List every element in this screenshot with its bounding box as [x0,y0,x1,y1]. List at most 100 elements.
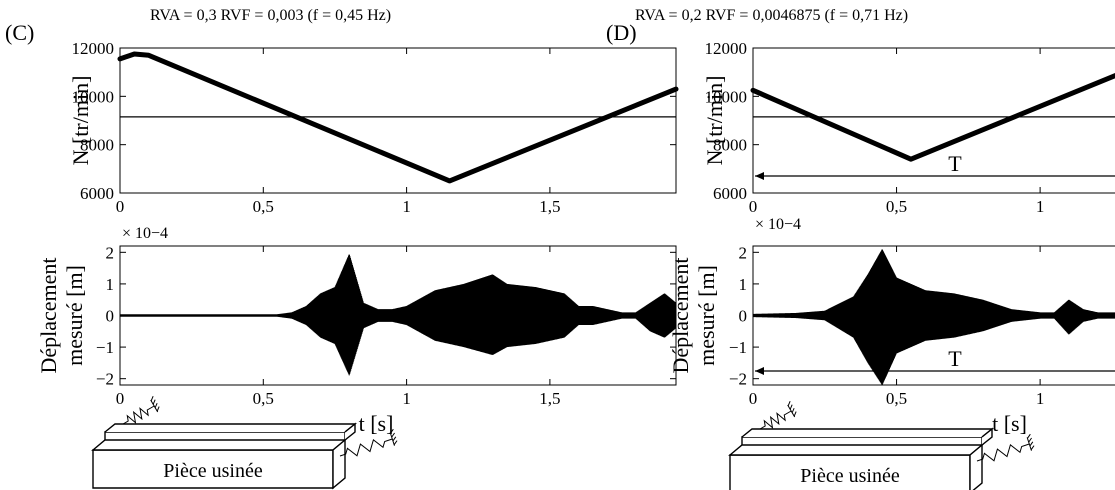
y-tick-label: 12000 [705,39,748,58]
y-tick-label: −1 [96,338,114,357]
y-axis-label: N [tr/min] [702,76,727,166]
spring-hatch [154,402,158,408]
y-tick-label: 2 [106,243,115,262]
y-tick-label: 10000 [72,87,115,106]
workpiece-top [91,439,347,451]
x-tick-label: 1 [402,389,411,408]
y-tick-label: −2 [729,370,747,389]
spring-hatch [1028,437,1032,443]
spring-hatch [789,404,793,410]
chart-title: RVA = 0,3 RVF = 0,003 (f = 0,45 Hz) [150,7,391,24]
y-axis-label: Déplacementmesuré [m] [36,257,87,373]
period-label: T [948,151,962,176]
spring-ground [1026,437,1032,451]
workpiece-label: Pièce usinée [163,460,263,482]
spindle-speed-line [750,72,1115,162]
workpiece-layer [104,431,346,440]
y-tick-label: 1 [739,275,748,294]
spring-hatch [791,407,795,413]
y-tick-label: 0 [106,307,115,326]
period-arrow-head [755,367,764,375]
y-tick-label: −1 [729,338,747,357]
spring-ground [389,432,395,446]
y-tick-label: 0 [739,307,748,326]
workpiece-layer-top [741,428,994,438]
plot-frame [119,47,677,194]
spring-coil [122,405,155,425]
workpiece-schematic: Pièce usinée [91,396,398,490]
x-tick-label: 1 [402,197,411,216]
spring-ground [150,399,159,413]
y-tick-label: 2 [739,243,748,262]
top-plot: 6000 8000 10000 12000 0 0,5 1 1,5 N [tr/min] [68,39,679,216]
y-tick-label: 6000 [80,184,114,203]
x-tick-label: 0 [116,389,125,408]
spring-hatch [393,440,398,445]
x-tick-label: 1,5 [539,389,560,408]
y-tick-label: 10000 [705,87,748,106]
spring-hatch [156,406,160,412]
spring-tool [122,396,160,425]
x-tick-label: 0,5 [253,197,274,216]
workpiece-label: Pièce usinée [800,465,900,487]
x-tick-label: 1,5 [539,197,560,216]
y-tick-label: 8000 [80,136,114,155]
period-arrow-head [755,172,764,180]
chart-c: (C) RVA = 0,3 RVF = 0,003 (f = 0,45 Hz) 60… [5,7,679,490]
spring-hatch [787,401,791,407]
y-tick-label: −2 [96,370,114,389]
plot-frame [752,47,1115,194]
bottom-plot: −2 −1 0 1 2 0 0,5 1 1,5 × 10−4 t [s] Déplacementmes… [36,225,677,436]
spring-hatch [152,399,156,405]
spring-support [976,433,1035,462]
spring-hatch [392,436,397,442]
spring-hatch [793,411,797,417]
y-tick-label: 8000 [713,136,747,155]
spring-support [339,428,398,457]
chart-d: (D)RVA = 0,2 RVF = 0,0046875 (f = 0,71 H… [606,7,1115,490]
workpiece-top [728,444,984,456]
y-tick-label: 6000 [713,184,747,203]
y-axis-label: Déplacementmesuré [m] [668,257,719,373]
displacement-signal [752,249,1115,385]
spring-ground [787,404,796,418]
workpiece-layer [741,436,983,445]
scale-multiplier: × 10−4 [755,216,801,233]
spring-hatch [1030,445,1035,450]
workpiece-end [332,438,346,490]
workpiece-layer-top [104,423,357,433]
x-tick-label: 1 [1036,197,1045,216]
spring-hatch [391,432,395,438]
spring-coil [759,410,792,430]
x-tick-label: 0 [749,389,758,408]
spring-tool [759,401,797,430]
spring-hatch [390,428,394,434]
workpiece-end [969,443,983,490]
spindle-speed-line [117,51,679,184]
x-tick-label: 0 [749,197,758,216]
x-tick-label: 0 [116,197,125,216]
x-axis-label: t [s] [359,411,394,436]
workpiece-layer-end [981,427,993,446]
spring-hatch [1029,441,1034,447]
period-label: T [948,346,962,371]
spring-coil [339,438,393,457]
x-axis-label: t [s] [992,411,1027,436]
y-axis-label: N [tr/min] [68,76,93,166]
x-tick-label: 0,5 [253,389,274,408]
workpiece-layer-end [344,422,356,441]
x-tick-label: 0,5 [886,389,907,408]
chart-title: RVA = 0,2 RVF = 0,0046875 (f = 0,71 Hz) [635,7,908,24]
spring-coil [976,443,1030,462]
spring-hatch [150,396,154,402]
y-tick-label: 12000 [72,39,115,58]
x-tick-label: 0,5 [886,197,907,216]
panel-label: (C) [5,20,34,45]
y-tick-label: 1 [106,275,115,294]
spring-hatch [1027,433,1031,439]
workpiece-schematic: Pièce usinée [728,401,1035,490]
scale-multiplier: × 10−4 [122,225,168,242]
